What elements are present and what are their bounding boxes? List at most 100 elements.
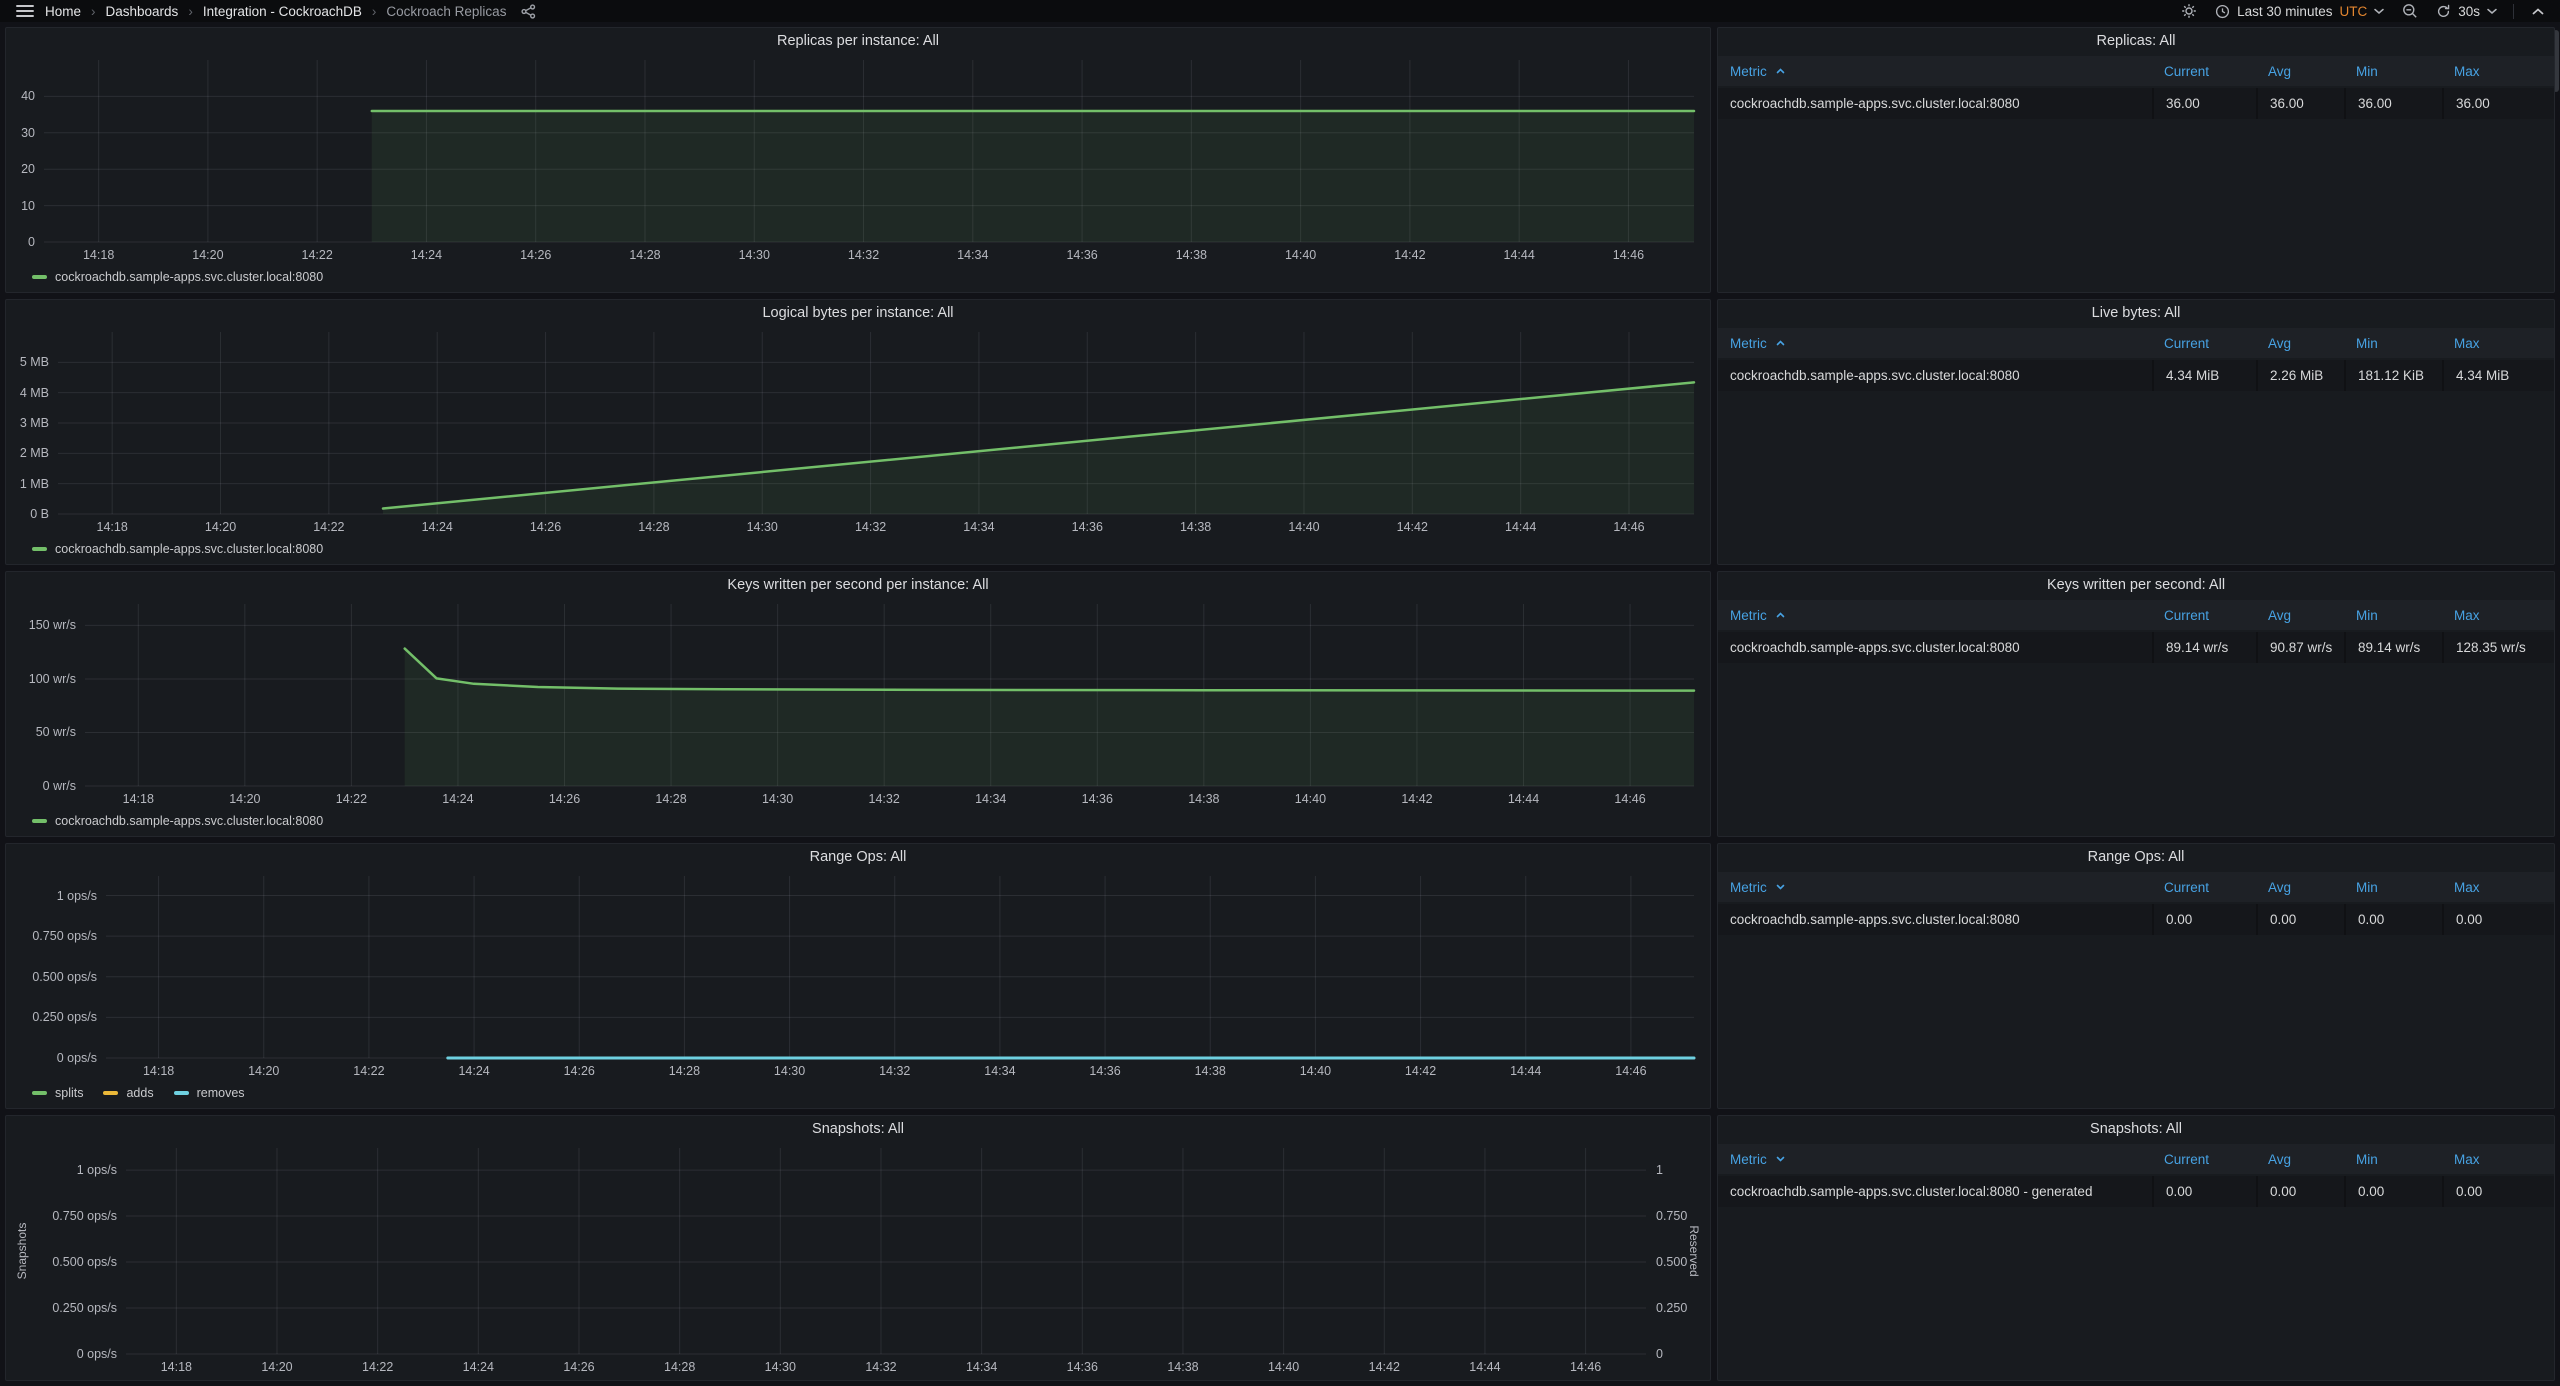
keys-written-table: Metric Current Avg Min Max cockroachdb.sample… bbox=[1718, 600, 2554, 836]
col-header-metric[interactable]: Metric bbox=[1718, 328, 2152, 358]
legend-item-splits[interactable]: splits bbox=[32, 1086, 83, 1100]
panel-live-bytes-table: Live bytes: All Metric Current Avg Min Max co… bbox=[1717, 299, 2555, 565]
value-cell: 36.00 bbox=[2344, 88, 2442, 119]
x-axis-label: 14:44 bbox=[1503, 248, 1535, 262]
share-icon[interactable] bbox=[519, 3, 538, 20]
top-navbar: Home › Dashboards › Integration - Cockro… bbox=[0, 0, 2560, 22]
x-axis-label: 14:46 bbox=[1613, 520, 1645, 534]
col-header-current[interactable]: Current bbox=[2152, 600, 2256, 630]
zoom-out-icon[interactable] bbox=[2400, 2, 2420, 20]
col-header-current[interactable]: Current bbox=[2152, 1144, 2256, 1174]
scrollbar-thumb[interactable] bbox=[2553, 30, 2559, 92]
panel-title[interactable]: Range Ops: All bbox=[2087, 849, 2185, 865]
x-axis-label: 14:42 bbox=[1404, 1064, 1437, 1078]
legend-item-cockroachdb-sample-apps-svc-cluster-local-8080[interactable]: cockroachdb.sample-apps.svc.cluster.loca… bbox=[32, 270, 323, 284]
x-axis-label: 14:24 bbox=[421, 520, 453, 534]
col-header-max[interactable]: Max bbox=[2442, 600, 2554, 630]
legend-swatch-icon bbox=[173, 1091, 189, 1095]
x-axis-label: 14:26 bbox=[548, 792, 581, 806]
table-header-row: Metric Current Avg Min Max bbox=[1718, 872, 2554, 902]
legend-item-cockroachdb-sample-apps-svc-cluster-local-8080[interactable]: cockroachdb.sample-apps.svc.cluster.loca… bbox=[32, 814, 323, 828]
legend-item-cockroachdb-sample-apps-svc-cluster-local-8080[interactable]: cockroachdb.sample-apps.svc.cluster.loca… bbox=[32, 542, 323, 556]
refresh-interval-label: 30s bbox=[2458, 3, 2480, 19]
breadcrumb-home[interactable]: Home bbox=[45, 3, 82, 19]
col-header-min[interactable]: Min bbox=[2344, 328, 2442, 358]
col-header-label: Current bbox=[2164, 63, 2210, 79]
breadcrumb-integration[interactable]: Integration - CockroachDB bbox=[202, 3, 362, 19]
col-header-avg[interactable]: Avg bbox=[2256, 328, 2344, 358]
time-range-picker[interactable]: Last 30 minutes UTC bbox=[2215, 4, 2384, 19]
value-cell: 90.87 wr/s bbox=[2256, 632, 2344, 663]
chart-legend: cockroachdb.sample-apps.svc.cluster.loca… bbox=[32, 538, 323, 560]
col-header-current[interactable]: Current bbox=[2152, 328, 2256, 358]
live-bytes-table: Metric Current Avg Min Max cockroachdb.sample… bbox=[1718, 328, 2554, 564]
col-header-avg[interactable]: Avg bbox=[2256, 872, 2344, 902]
col-header-max[interactable]: Max bbox=[2442, 872, 2554, 902]
col-header-metric[interactable]: Metric bbox=[1718, 1144, 2152, 1174]
refresh-controls[interactable]: 30s bbox=[2436, 4, 2497, 19]
x-axis-label: 14:38 bbox=[1175, 248, 1207, 262]
panel-title[interactable]: Range Ops: All bbox=[809, 849, 907, 865]
panel-title[interactable]: Replicas: All bbox=[2096, 33, 2176, 49]
x-axis-label: 14:18 bbox=[96, 520, 128, 534]
legend-swatch-icon bbox=[103, 1091, 119, 1095]
x-axis-label: 14:42 bbox=[1396, 520, 1428, 534]
logical-bytes-chart: 0 B 1 MB 2 MB 3 MB 4 MB 5 MB 14:18 14:20 14:22 14… bbox=[14, 326, 1702, 560]
panel-title[interactable]: Live bytes: All bbox=[2091, 305, 2181, 321]
col-header-metric[interactable]: Metric bbox=[1718, 56, 2152, 86]
chart-plot-svg bbox=[58, 332, 1696, 515]
right-y-axis-label: 1 bbox=[1656, 1163, 1663, 1178]
legend-item-adds[interactable]: adds bbox=[103, 1086, 154, 1100]
col-header-min[interactable]: Min bbox=[2344, 56, 2442, 86]
col-header-label: Max bbox=[2454, 335, 2480, 351]
replicas-table: Metric Current Avg Min Max cockroachdb.sample… bbox=[1718, 56, 2554, 292]
x-axis-label: 14:26 bbox=[563, 1360, 595, 1374]
col-header-min[interactable]: Min bbox=[2344, 1144, 2442, 1174]
gear-icon[interactable] bbox=[2179, 2, 2199, 20]
panel-title[interactable]: Snapshots: All bbox=[812, 1121, 904, 1137]
value-cell: 0.00 bbox=[2442, 1176, 2554, 1207]
x-axis-label: 14:30 bbox=[761, 792, 794, 806]
x-axis-label: 14:38 bbox=[1179, 520, 1212, 534]
chart-plot-svg bbox=[44, 60, 1696, 243]
breadcrumb-separator: › bbox=[188, 3, 193, 19]
col-header-metric[interactable]: Metric bbox=[1718, 600, 2152, 630]
x-axis-label: 14:42 bbox=[1368, 1360, 1400, 1374]
x-axis-label: 14:28 bbox=[668, 1064, 701, 1078]
col-header-avg[interactable]: Avg bbox=[2256, 1144, 2344, 1174]
col-header-max[interactable]: Max bbox=[2442, 328, 2554, 358]
x-axis-label: 14:34 bbox=[957, 248, 989, 262]
col-header-min[interactable]: Min bbox=[2344, 872, 2442, 902]
col-header-max[interactable]: Max bbox=[2442, 56, 2554, 86]
breadcrumb-dashboards[interactable]: Dashboards bbox=[105, 3, 179, 19]
panel-title[interactable]: Keys written per second: All bbox=[2046, 577, 2226, 593]
col-header-metric[interactable]: Metric bbox=[1718, 872, 2152, 902]
col-header-current[interactable]: Current bbox=[2152, 872, 2256, 902]
col-header-avg[interactable]: Avg bbox=[2256, 56, 2344, 86]
col-header-label: Avg bbox=[2268, 335, 2292, 351]
col-header-min[interactable]: Min bbox=[2344, 600, 2442, 630]
panel-title[interactable]: Replicas per instance: All bbox=[777, 33, 939, 49]
panel-title[interactable]: Snapshots: All bbox=[2090, 1121, 2182, 1137]
chevron-down-icon bbox=[2487, 8, 2497, 14]
col-header-current[interactable]: Current bbox=[2152, 56, 2256, 86]
value-cell: 89.14 wr/s bbox=[2344, 632, 2442, 663]
panel-title[interactable]: Keys written per second per instance: Al… bbox=[727, 577, 989, 593]
table-row: cockroachdb.sample-apps.svc.cluster.loca… bbox=[1718, 632, 2554, 663]
col-header-label: Current bbox=[2164, 607, 2210, 623]
col-header-max[interactable]: Max bbox=[2442, 1144, 2554, 1174]
panel-title[interactable]: Logical bytes per instance: All bbox=[762, 305, 954, 321]
chevron-up-icon[interactable] bbox=[2530, 6, 2546, 17]
menu-icon[interactable] bbox=[14, 3, 36, 19]
legend-label: splits bbox=[55, 1086, 84, 1100]
legend-swatch-icon bbox=[32, 275, 47, 279]
chart-legend: cockroachdb.sample-apps.svc.cluster.loca… bbox=[32, 266, 323, 288]
legend-item-removes[interactable]: removes bbox=[173, 1086, 245, 1100]
metric-cell: cockroachdb.sample-apps.svc.cluster.loca… bbox=[1730, 1184, 2093, 1199]
x-axis-label: 14:22 bbox=[353, 1064, 385, 1078]
legend-label: cockroachdb.sample-apps.svc.cluster.loca… bbox=[55, 814, 324, 828]
x-axis-label: 14:38 bbox=[1188, 792, 1220, 806]
sort-desc-icon bbox=[1776, 1156, 1785, 1162]
col-header-avg[interactable]: Avg bbox=[2256, 600, 2344, 630]
navbar-divider bbox=[2513, 3, 2514, 19]
